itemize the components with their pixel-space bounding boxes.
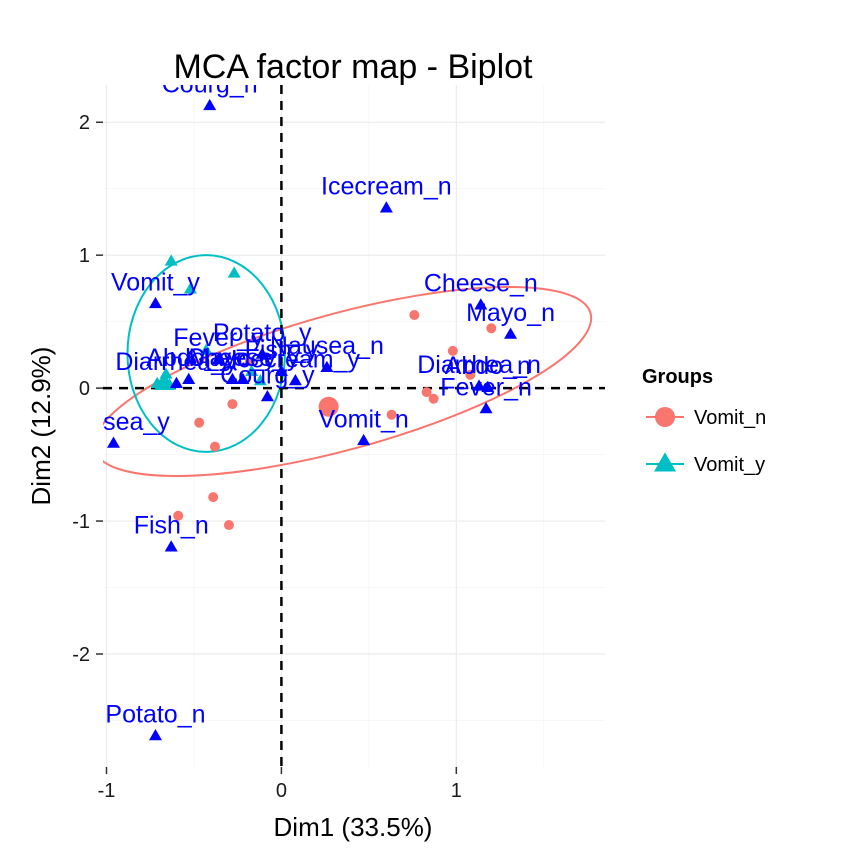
variable-marker-vomit-y: [148, 296, 162, 309]
point-vomit-n: [386, 409, 397, 420]
variable-marker-fever-n: [479, 401, 493, 414]
variable-label-vomit-y: Vomit_y: [111, 268, 200, 296]
variable-label-mayo-n: Mayo_n: [466, 299, 555, 327]
point-vomit-n: [194, 417, 205, 428]
variable-marker-nausea-n: [320, 360, 334, 372]
x-tick-label: -1: [98, 780, 116, 802]
point-vomit-n: [208, 492, 219, 503]
chart-title: MCA factor map - Biplot: [173, 48, 533, 86]
grid-minor-lines: [103, 85, 605, 767]
concentration-ellipses: [103, 254, 593, 477]
variable-marker-courg-y: [260, 389, 274, 402]
variable-marker-mayo-y: [225, 372, 239, 384]
variable-label-diarrhea-n: Diarrhea_n: [417, 351, 541, 379]
variable-label-icecream-y: Icecream_y: [231, 345, 361, 373]
legend-label-vomit-n: Vomit_n: [694, 407, 766, 429]
point-vomit-n: [447, 345, 458, 356]
point-vomit-n: [421, 387, 432, 398]
y-tick-label: 0: [79, 378, 90, 400]
point-vomit-n: [173, 510, 184, 521]
variable-label-fish-y: Fish_y: [245, 336, 319, 364]
variable-marker-potato-n: [148, 728, 162, 741]
variable-label-mayo-y: Mayo_y: [189, 344, 277, 372]
legend: Groups Vomit_n Vomit_y: [642, 366, 766, 476]
group-centroids: [154, 372, 339, 417]
variable-label-vomit-n: Vomit_n: [318, 405, 408, 433]
variable-label-fish-n: Fish_n: [134, 512, 209, 540]
point-vomit-n: [209, 441, 220, 452]
variable-marker-diarrhea-y: [169, 376, 183, 388]
variable-label-cheese-n: Cheese_n: [424, 270, 538, 298]
variable-marker-abdo-y: [182, 372, 196, 384]
variable-marker-potato-y: [255, 347, 269, 359]
variable-marker-icecream-n: [379, 201, 393, 213]
variable-marker-cheese-n: [474, 298, 488, 310]
point-vomit-n: [486, 323, 497, 334]
variable-marker-nausea-y: [106, 436, 120, 448]
point-vomit-y: [245, 364, 259, 376]
y-tick-label: 2: [79, 112, 90, 134]
x-tick-label: 1: [451, 780, 462, 802]
x-axis-title: Dim1 (33.5%): [274, 812, 433, 842]
ellipse-vomit-n: [103, 285, 593, 477]
ellipse-vomit-y: [126, 254, 286, 453]
point-vomit-n: [223, 520, 234, 531]
variable-label-icecream-n: Icecream_n: [321, 173, 452, 201]
variable-markers: [106, 98, 518, 741]
legend-title: Groups: [642, 366, 713, 388]
variable-label-fever-y: Fever_y: [173, 324, 264, 352]
point-vomit-n: [244, 356, 255, 367]
variable-marker-fish-y: [274, 364, 288, 376]
variable-marker-cheese-y: [236, 372, 250, 384]
point-vomit-y: [164, 254, 178, 266]
variable-label-nausea-n: Nausea_n: [270, 332, 384, 360]
variable-label-diarrhea-y: Diarrhea_y: [115, 348, 238, 376]
centroid-vomit-n: [318, 396, 339, 417]
variable-label-cheese-y: Cheese_y: [187, 344, 300, 372]
reference-lines: [103, 85, 605, 767]
y-tick-label: -1: [72, 511, 90, 533]
variable-label-potato-n: Potato_n: [105, 700, 205, 728]
variable-label-courg-n: Courg_n: [162, 70, 258, 98]
x-axis-ticks: -1 0 1: [98, 767, 462, 802]
point-vomit-n: [227, 399, 238, 410]
variable-label-abdo-y: Abdo_y: [146, 344, 231, 372]
legend-key-vomit-n: [655, 407, 675, 427]
variable-label-nausea-y: Nausea_y: [57, 408, 170, 436]
variable-marker-courg-n: [203, 98, 217, 111]
variable-marker-icecream-y: [288, 374, 302, 386]
point-vomit-y: [253, 374, 267, 386]
point-vomit-n: [409, 309, 420, 320]
y-tick-label: 1: [79, 245, 90, 267]
variable-marker-abdo-n: [481, 380, 495, 392]
y-tick-label: -2: [72, 644, 90, 666]
individual-points: [150, 254, 497, 531]
variable-label-courg-y: Courg_y: [220, 361, 315, 389]
point-vomit-n: [465, 369, 476, 380]
variable-marker-mayo-n: [504, 327, 518, 339]
variable-marker-vomit-n: [357, 433, 371, 446]
variable-marker-fever-y: [211, 352, 225, 365]
legend-key-vomit-y: [654, 452, 676, 472]
variable-label-potato-y: Potato_y: [213, 319, 312, 347]
variable-label-abdo-n: Abdo_n: [445, 352, 531, 380]
point-vomit-n: [428, 393, 439, 404]
legend-label-vomit-y: Vomit_y: [694, 454, 765, 476]
centroid-vomit-y: [154, 372, 175, 391]
y-axis-title: Dim2 (12.9%): [26, 347, 56, 506]
x-tick-label: 0: [276, 780, 287, 802]
y-axis-ticks: -2 -1 0 1 2: [72, 112, 103, 666]
point-vomit-y: [199, 343, 213, 355]
point-vomit-y: [227, 266, 241, 278]
variable-marker-diarrhea-n: [472, 379, 486, 391]
variable-marker-fish-n: [164, 540, 178, 552]
point-vomit-y: [183, 282, 197, 294]
variable-label-fever-n: Fever_n: [440, 373, 532, 401]
